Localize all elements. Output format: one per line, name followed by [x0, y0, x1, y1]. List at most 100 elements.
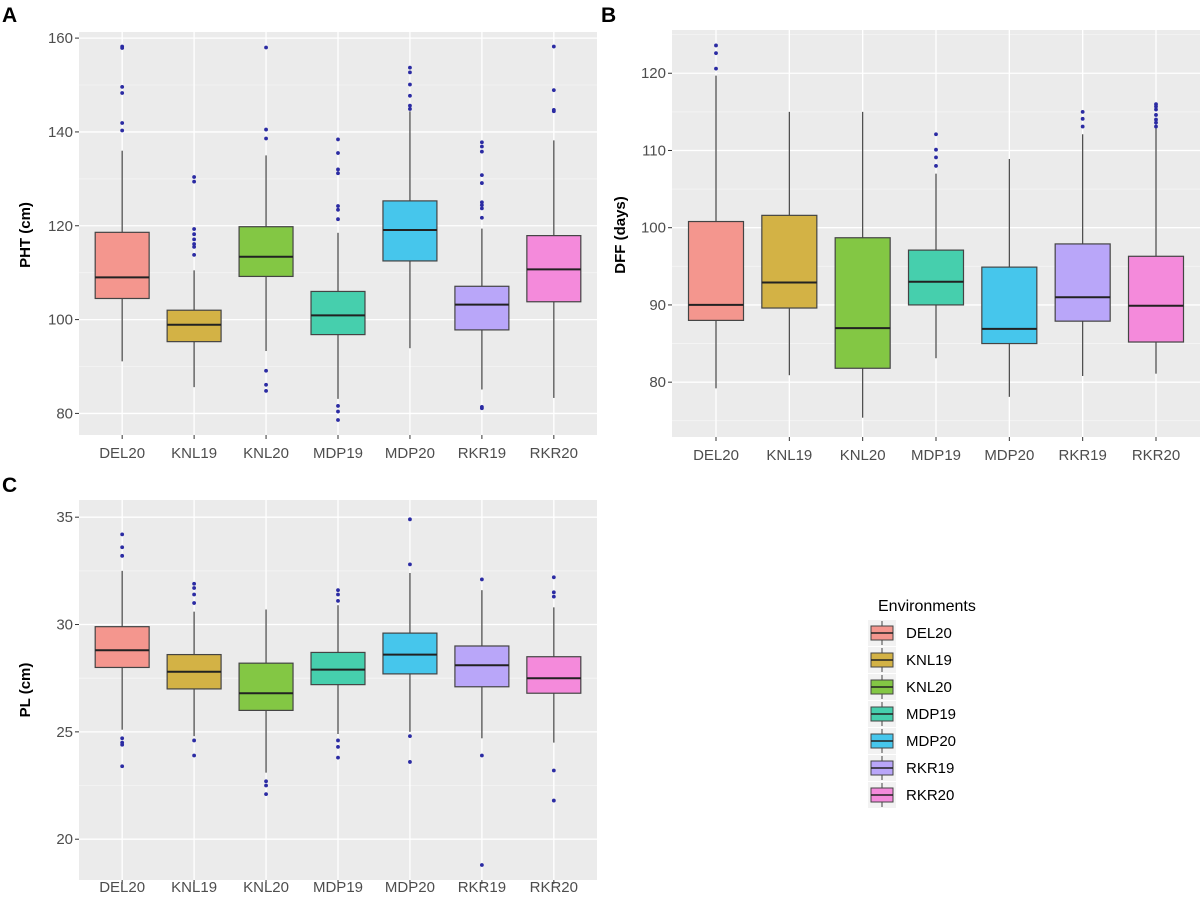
- outlier-point: [336, 171, 340, 176]
- outlier-point: [264, 779, 268, 784]
- box-rkr20: [526, 44, 582, 398]
- legend-label: DEL20: [906, 625, 952, 642]
- y-axis-title-c: PL (cm): [17, 663, 34, 718]
- x-tick-label: MDP19: [313, 879, 363, 896]
- box-rkr20: [526, 575, 582, 803]
- box-iqr: [238, 226, 294, 278]
- outlier-point: [120, 553, 125, 558]
- y-tick-label: 80: [56, 405, 73, 422]
- outlier-point: [408, 65, 412, 70]
- x-tick-label: MDP19: [313, 445, 363, 462]
- outlier-point: [551, 798, 556, 803]
- y-tick-label: 120: [641, 65, 666, 82]
- outlier-point: [120, 736, 125, 741]
- y-tick-label: 90: [649, 297, 666, 314]
- x-tick-label: KNL19: [766, 447, 812, 464]
- outlier-point: [714, 43, 718, 48]
- box-iqr: [1054, 243, 1111, 322]
- outlier-point: [1154, 117, 1158, 122]
- x-tick-label: RKR19: [458, 879, 506, 896]
- box-knl20: [238, 45, 294, 393]
- legend-label: RKR20: [906, 787, 954, 804]
- x-tick-label: RKR20: [530, 445, 578, 462]
- box-mdp19: [310, 588, 366, 760]
- box-mdp20: [382, 517, 438, 764]
- outlier-point: [479, 200, 484, 205]
- outlier-point: [479, 140, 484, 145]
- outlier-point: [120, 128, 125, 133]
- outlier-point: [934, 132, 938, 137]
- outlier-point: [479, 863, 484, 867]
- x-tick-label: DEL20: [693, 447, 739, 464]
- outlier-point: [336, 744, 340, 749]
- box-rkr19: [454, 140, 510, 411]
- outlier-point: [336, 167, 340, 172]
- x-tick-label: MDP20: [385, 445, 435, 462]
- outlier-point: [934, 155, 938, 160]
- box-iqr: [94, 231, 150, 300]
- y-axis-title-b: DFF (days): [612, 196, 629, 274]
- box-iqr: [310, 651, 366, 686]
- y-tick-label: 30: [56, 617, 73, 634]
- outlier-point: [551, 590, 556, 595]
- x-tick-label: KNL19: [171, 879, 217, 896]
- x-tick-label: RKR20: [530, 879, 578, 896]
- outlier-point: [408, 82, 412, 87]
- legend-title: Environments: [878, 598, 976, 615]
- outlier-point: [336, 588, 340, 593]
- outlier-point: [120, 532, 125, 537]
- box-iqr: [94, 626, 150, 669]
- outlier-point: [1154, 124, 1158, 129]
- box-mdp19: [907, 132, 965, 359]
- outlier-point: [336, 755, 340, 760]
- box-del20: [94, 532, 150, 769]
- legend-item-mdp19: MDP19: [868, 701, 956, 727]
- outlier-point: [479, 149, 484, 154]
- box-knl19: [166, 175, 222, 388]
- panel-label-c: C: [2, 474, 17, 497]
- legend: Environments DEL20 KNL19 KNL20 MDP19 MDP20 RK…: [868, 598, 976, 808]
- box-rkr20: [1127, 102, 1185, 374]
- outlier-point: [192, 227, 197, 231]
- outlier-point: [479, 203, 484, 208]
- box-knl19: [761, 111, 818, 376]
- outlier-point: [264, 382, 268, 387]
- outlier-point: [551, 44, 556, 49]
- x-tick-label: KNL20: [840, 447, 886, 464]
- box-iqr: [687, 220, 745, 321]
- outlier-point: [336, 151, 340, 155]
- outlier-point: [408, 517, 412, 522]
- outlier-point: [336, 204, 340, 208]
- outlier-point: [551, 109, 556, 114]
- legend-item-rkr19: RKR19: [868, 755, 954, 781]
- outlier-point: [192, 601, 197, 605]
- outlier-point: [192, 586, 197, 590]
- y-tick-label: 20: [56, 831, 73, 848]
- outlier-point: [934, 164, 938, 168]
- legend-item-mdp20: MDP20: [868, 728, 956, 754]
- legend-label: RKR19: [906, 760, 954, 777]
- box-mdp20: [981, 158, 1038, 397]
- outlier-point: [120, 742, 125, 747]
- outlier-point: [192, 232, 197, 237]
- outlier-point: [551, 88, 556, 93]
- outlier-point: [934, 147, 938, 152]
- outlier-point: [408, 103, 412, 108]
- box-mdp19: [310, 137, 366, 422]
- outlier-point: [336, 217, 340, 222]
- x-tick-label: MDP20: [984, 447, 1034, 464]
- outlier-point: [479, 181, 484, 185]
- box-iqr: [454, 285, 510, 331]
- outlier-point: [192, 175, 197, 179]
- outlier-point: [336, 738, 340, 743]
- y-tick-label: 80: [649, 374, 666, 391]
- outlier-point: [192, 753, 197, 758]
- outlier-point: [192, 244, 197, 249]
- legend-item-knl20: KNL20: [868, 674, 952, 700]
- outlier-point: [120, 46, 125, 50]
- outlier-point: [1080, 116, 1085, 121]
- x-tick-label: KNL20: [243, 879, 289, 896]
- box-rkr19: [454, 577, 510, 867]
- outlier-point: [336, 409, 340, 414]
